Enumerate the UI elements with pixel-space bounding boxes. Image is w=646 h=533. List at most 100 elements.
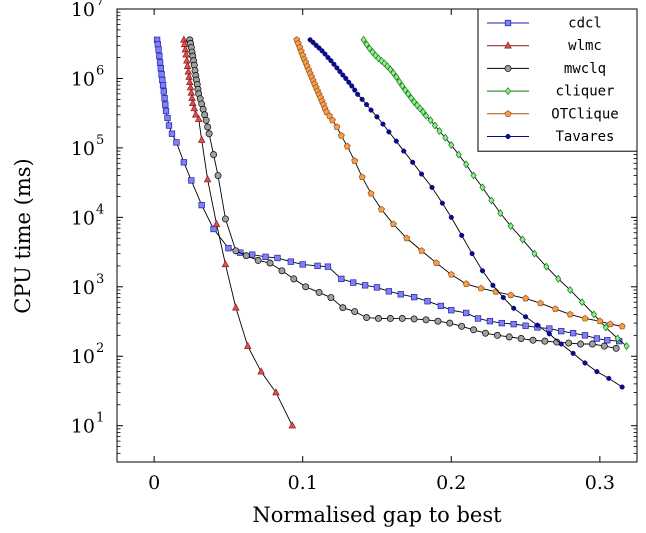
data-point-tavares xyxy=(419,171,425,177)
legend-label-cdcl: cdcl xyxy=(568,16,602,32)
data-point-cliquer xyxy=(366,44,373,53)
data-point-tavares xyxy=(337,68,343,75)
data-point-cdcl xyxy=(462,309,470,317)
data-point-otclique xyxy=(328,116,336,124)
data-point-mwclq xyxy=(204,123,212,131)
legend-swatch-marker xyxy=(504,110,512,117)
data-point-cliquer xyxy=(519,235,526,244)
data-point-wlmc xyxy=(243,341,252,349)
data-point-mwclq xyxy=(386,315,394,322)
data-point-otclique xyxy=(418,247,426,254)
legend-item-wlmc: wlmc xyxy=(487,38,602,54)
data-point-cliquer xyxy=(455,150,462,159)
data-point-tavares xyxy=(319,48,325,54)
data-point-tavares xyxy=(606,375,612,381)
data-point-wlmc xyxy=(183,61,192,69)
data-point-mwclq xyxy=(266,259,274,267)
data-point-cliquer xyxy=(590,310,597,319)
data-point-cliquer xyxy=(396,77,403,86)
data-point-otclique xyxy=(403,234,411,242)
data-point-cdcl xyxy=(350,279,357,286)
data-point-otclique xyxy=(462,280,470,287)
y-tick-label: 10 xyxy=(71,207,95,229)
data-point-mwclq xyxy=(375,315,382,322)
data-point-cdcl xyxy=(165,122,173,129)
legend-swatch-marker xyxy=(504,64,512,72)
data-point-mwclq xyxy=(222,215,229,223)
legend-item-mwclq: mwclq xyxy=(487,61,606,77)
data-point-cdcl xyxy=(486,318,494,325)
data-point-wlmc xyxy=(221,260,230,268)
data-point-tavares xyxy=(349,83,355,89)
data-point-cdcl xyxy=(361,282,369,289)
data-point-tavares xyxy=(346,79,352,85)
data-point-tavares xyxy=(534,322,541,328)
data-point-otclique xyxy=(596,317,604,325)
data-point-cliquer xyxy=(384,62,391,71)
data-point-tavares xyxy=(352,87,358,93)
data-point-otclique xyxy=(606,320,614,328)
data-point-otclique xyxy=(551,305,559,312)
data-point-cdcl xyxy=(474,315,482,322)
data-point-cliquer xyxy=(578,298,586,307)
data-point-cdcl xyxy=(160,88,167,95)
data-point-otclique xyxy=(367,189,375,197)
data-point-cliquer xyxy=(623,342,630,351)
data-point-cdcl xyxy=(448,307,455,314)
data-point-tavares xyxy=(511,305,517,311)
data-point-mwclq xyxy=(505,333,513,341)
data-point-tavares xyxy=(546,331,552,337)
data-point-cdcl xyxy=(558,327,565,335)
data-point-mwclq xyxy=(600,342,608,350)
data-point-cliquer xyxy=(399,81,406,90)
data-point-cliquer xyxy=(602,323,609,332)
data-point-cliquer xyxy=(402,86,409,95)
data-point-wlmc xyxy=(288,421,297,429)
data-point-cdcl xyxy=(385,288,393,295)
data-point-cliquer xyxy=(543,262,550,271)
data-point-cdcl xyxy=(164,114,171,122)
data-point-cliquer xyxy=(408,94,415,103)
data-point-tavares xyxy=(582,360,588,366)
data-point-wlmc xyxy=(184,67,193,75)
data-point-mwclq xyxy=(470,326,478,334)
data-point-otclique xyxy=(377,205,385,213)
data-point-tavares xyxy=(380,121,386,127)
data-point-tavares xyxy=(558,341,564,347)
data-point-mwclq xyxy=(529,336,537,344)
data-point-otclique xyxy=(447,270,455,278)
legend-swatch-marker xyxy=(504,19,512,27)
data-point-wlmc xyxy=(183,56,191,64)
data-point-mwclq xyxy=(493,331,501,339)
series-otclique xyxy=(293,36,626,330)
data-point-tavares xyxy=(343,75,349,81)
data-point-tavares xyxy=(448,214,454,220)
data-point-mwclq xyxy=(327,294,335,301)
y-tick-exponent: 1 xyxy=(96,411,104,426)
y-tick-exponent: 7 xyxy=(96,0,104,9)
data-point-otclique xyxy=(581,314,589,322)
data-point-cliquer xyxy=(614,334,621,343)
data-point-cdcl xyxy=(156,59,164,66)
data-point-otclique xyxy=(325,112,333,119)
y-tick-label: 10 xyxy=(71,68,95,90)
data-point-cdcl xyxy=(324,263,332,270)
legend-swatch-marker xyxy=(504,87,512,96)
data-point-mwclq xyxy=(202,116,210,124)
y-tick-exponent: 5 xyxy=(96,133,104,148)
data-point-otclique xyxy=(618,322,626,330)
y-tick-label: 10 xyxy=(71,346,95,368)
data-point-cdcl xyxy=(522,322,529,329)
data-point-cdcl xyxy=(225,245,232,252)
data-point-otclique xyxy=(477,284,485,292)
data-point-mwclq xyxy=(577,340,584,348)
data-point-tavares xyxy=(364,102,370,108)
data-point-tavares xyxy=(570,350,576,356)
data-point-mwclq xyxy=(482,329,489,337)
data-point-cdcl xyxy=(158,71,165,78)
legend-label-wlmc: wlmc xyxy=(568,38,602,54)
data-point-cdcl xyxy=(180,159,188,166)
data-point-cliquer xyxy=(470,171,477,180)
data-point-tavares xyxy=(359,96,365,102)
